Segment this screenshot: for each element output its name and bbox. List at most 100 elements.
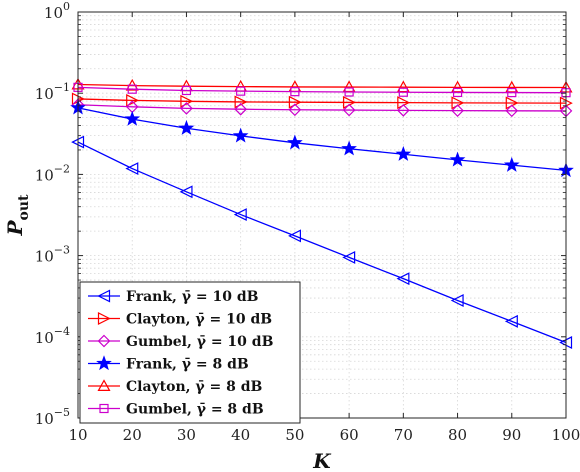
y-tick-label: 10−5 — [35, 406, 70, 428]
data-point — [181, 85, 192, 96]
data-point — [451, 104, 464, 117]
data-point — [505, 80, 519, 93]
x-tick-label: 40 — [231, 426, 250, 444]
data-point — [180, 102, 193, 115]
series-line — [77, 83, 567, 89]
y-axis-title-main: P — [3, 220, 27, 237]
legend-label: Frank, γ̄ = 8 dB — [126, 357, 249, 373]
series-3 — [71, 98, 573, 118]
data-point — [180, 94, 194, 108]
y-tick-label-exponent: −2 — [54, 162, 70, 175]
data-point — [344, 87, 354, 97]
x-tick-label: 70 — [394, 426, 413, 444]
data-point — [126, 93, 140, 107]
series-line — [77, 104, 567, 112]
series-line — [77, 86, 567, 94]
data-point — [396, 272, 410, 286]
data-point — [504, 314, 518, 328]
y-tick-label: 10−1 — [35, 81, 70, 103]
y-tick-label: 10−3 — [35, 244, 70, 266]
y-tick-label-base: 10 — [35, 410, 54, 428]
data-point — [124, 110, 141, 126]
legend-entry: Frank, γ̄ = 10 dB — [88, 289, 259, 305]
x-axis-title: K — [312, 449, 332, 472]
legend-swatch-marker — [97, 312, 111, 325]
legend-entry: Frank, γ̄ = 8 dB — [88, 355, 249, 373]
series-6 — [73, 82, 571, 98]
data-point — [232, 127, 249, 143]
data-point — [287, 134, 303, 150]
x-tick-label: 100 — [552, 426, 580, 444]
data-point — [233, 208, 247, 222]
y-tick-label-exponent: −1 — [54, 81, 70, 94]
svg-text:Pout: Pout — [3, 194, 32, 237]
legend-swatch-marker — [97, 379, 111, 391]
x-tick-label: 10 — [68, 426, 87, 444]
x-tick-label: 30 — [177, 426, 196, 444]
y-tick-label: 10−4 — [35, 325, 70, 347]
x-tick-label: 50 — [285, 426, 304, 444]
axis-ticks: 10 20 30 40 50 60 70 80 90 10010−510−410−310−210−… — [35, 0, 580, 444]
series-4 — [70, 99, 574, 178]
data-point — [288, 229, 301, 243]
data-point — [234, 102, 248, 116]
legend-label: Gumbel, γ̄ = 10 dB — [126, 334, 274, 350]
y-tick-label-exponent: −3 — [54, 244, 70, 257]
data-point — [449, 151, 466, 167]
data-point — [342, 103, 356, 117]
data-point — [452, 87, 463, 98]
data-point — [127, 84, 137, 94]
legend-label: Clayton, γ̄ = 8 dB — [126, 379, 263, 395]
legend-label: Frank, γ̄ = 10 dB — [126, 289, 259, 305]
y-tick-label-base: 10 — [35, 248, 54, 266]
x-tick-label: 60 — [340, 426, 359, 444]
legend-entry: Clayton, γ̄ = 8 dB — [88, 379, 263, 395]
y-tick-label-base: 10 — [35, 329, 54, 347]
data-point — [234, 95, 248, 109]
grid — [78, 12, 566, 418]
y-tick-label: 100 — [44, 0, 70, 22]
data-point — [507, 87, 517, 98]
x-tick-label: 20 — [123, 426, 142, 444]
data-point — [398, 87, 408, 97]
data-point — [341, 140, 357, 156]
x-tick-label: 80 — [448, 426, 467, 444]
series-line — [77, 141, 567, 344]
legend-entry: Gumbel, γ̄ = 8 dB — [88, 402, 264, 418]
y-axis-title-subscript: out — [16, 194, 32, 221]
data-point — [505, 104, 519, 118]
legend-swatch-marker — [96, 355, 112, 371]
data-point — [396, 103, 410, 117]
legend-swatch-marker — [97, 289, 111, 303]
legend: Frank, γ̄ = 10 dB Clayton, γ̄ = 10 dB Gumb… — [79, 281, 301, 424]
legend-label: Clayton, γ̄ = 10 dB — [126, 312, 272, 328]
data-point — [178, 120, 195, 135]
data-point — [342, 250, 356, 264]
legend-box — [79, 281, 301, 424]
legend-entry: Clayton, γ̄ = 10 dB — [88, 312, 272, 328]
series-lines — [70, 77, 574, 350]
y-tick-label-base: 10 — [35, 85, 54, 103]
y-tick-label-exponent: −4 — [54, 325, 70, 338]
y-tick-label: 10−2 — [35, 162, 70, 184]
data-point — [395, 146, 412, 161]
legend-label: Gumbel, γ̄ = 8 dB — [126, 402, 264, 418]
y-axis-title: Pout — [3, 194, 32, 237]
data-point — [450, 294, 464, 307]
x-tick-label: 90 — [502, 426, 521, 444]
data-point — [179, 185, 193, 199]
y-tick-label-exponent: −5 — [54, 406, 70, 419]
data-point — [503, 156, 520, 172]
series-line — [77, 98, 567, 104]
data-point — [288, 103, 302, 117]
y-tick-label-exponent: 0 — [63, 0, 70, 13]
legend-entry: Gumbel, γ̄ = 10 dB — [88, 334, 274, 350]
data-point — [236, 86, 246, 96]
y-tick-label-base: 10 — [44, 4, 63, 22]
legend-swatch-marker — [97, 334, 111, 348]
plot-frame — [77, 11, 567, 419]
data-point — [290, 87, 300, 97]
data-point — [125, 162, 139, 176]
data-point — [451, 80, 465, 93]
